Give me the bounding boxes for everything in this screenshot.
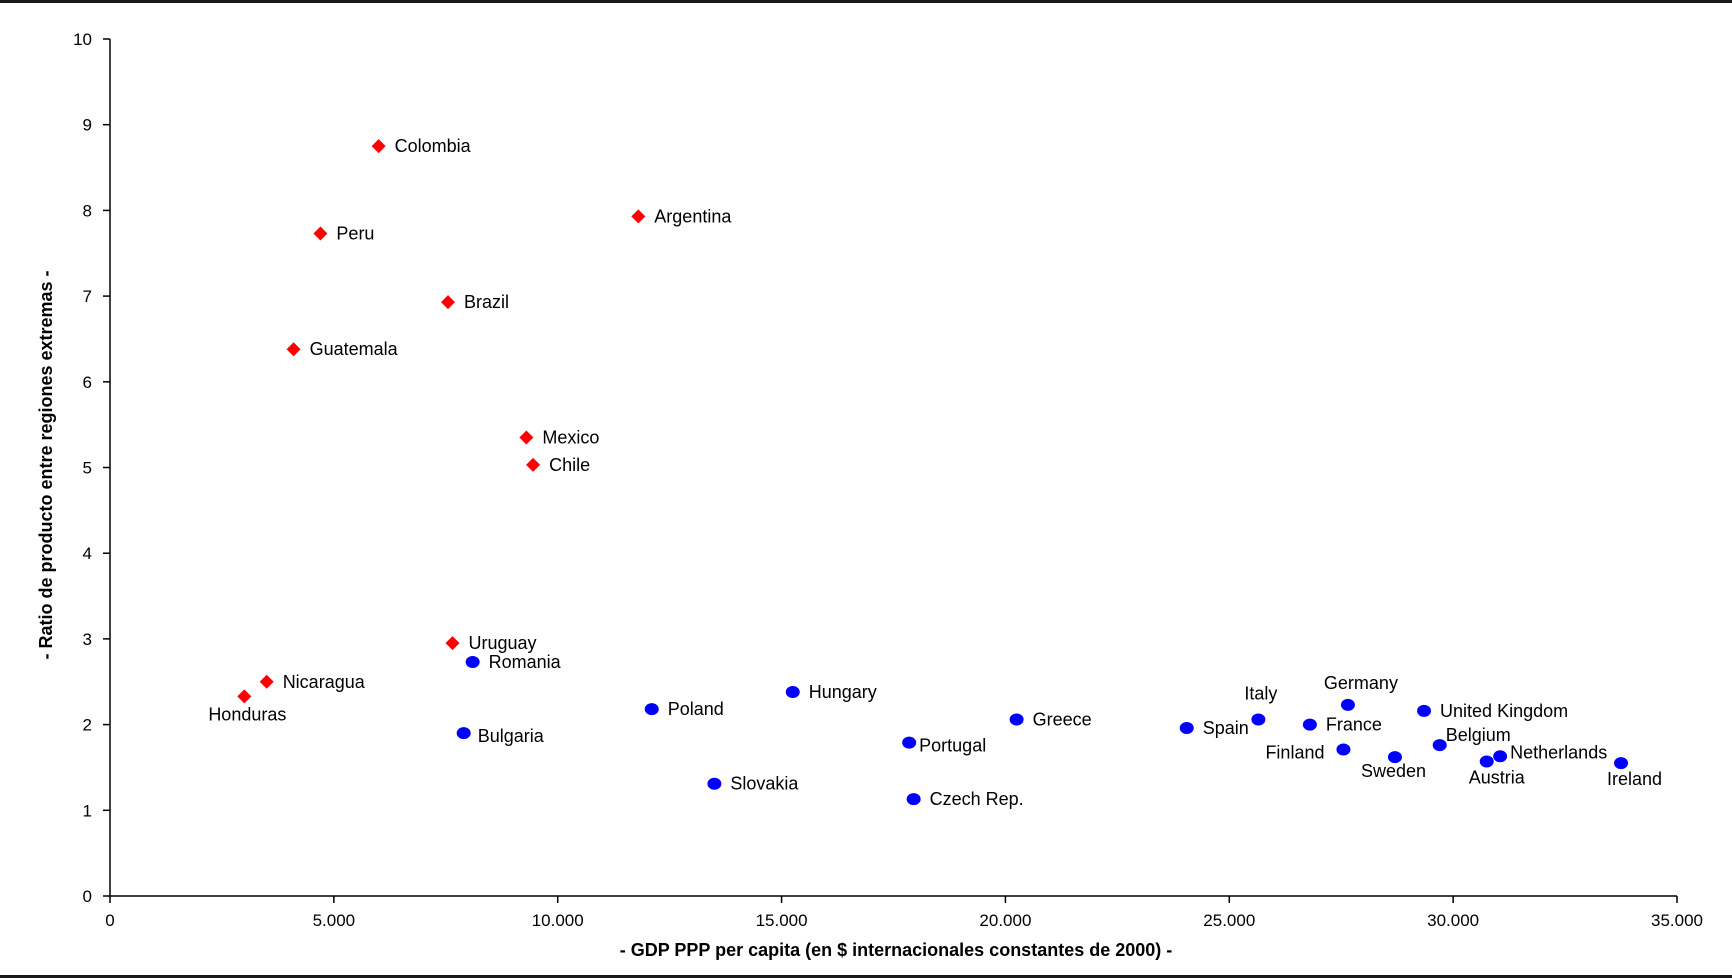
x-tick-label: 35.000: [1651, 911, 1703, 930]
circle-marker: [1479, 755, 1494, 768]
y-tick-label: 7: [83, 287, 92, 306]
point-label: Portugal: [919, 736, 986, 756]
circle-marker: [1387, 751, 1402, 764]
x-tick-label: 30.000: [1427, 911, 1479, 930]
circle-marker: [707, 777, 722, 790]
circle-marker: [785, 686, 800, 699]
y-tick-label: 4: [83, 544, 92, 563]
circle-marker: [1336, 743, 1351, 756]
x-tick-label: 0: [105, 911, 114, 930]
y-tick-label: 6: [83, 373, 92, 392]
x-tick-label: 20.000: [979, 911, 1031, 930]
circle-marker: [1493, 750, 1508, 763]
x-ticks: 0 5.000 10.000 15.000 20.000 25.000 30.000 35.0…: [105, 896, 1703, 930]
diamond-marker: [526, 457, 541, 472]
y-tick-label: 1: [83, 801, 92, 820]
point-label: France: [1326, 715, 1382, 735]
point-label: Czech Rep.: [930, 789, 1024, 809]
y-tick-label: 3: [83, 630, 92, 649]
point-label: Finland: [1265, 742, 1324, 762]
point-label: United Kingdom: [1440, 701, 1568, 721]
y-tick-label: 2: [83, 716, 92, 735]
scatter-chart: 0 5.000 10.000 15.000 20.000 25.000 30.000 35.0…: [36, 30, 1703, 960]
y-tick-label: 8: [83, 201, 92, 220]
y-tick-label: 9: [83, 116, 92, 135]
x-axis-title: - GDP PPP per capita (en $ internacional…: [620, 940, 1173, 960]
diamond-marker: [519, 430, 534, 445]
y-ticks: 0 1 2 3 4 5 6 7 8 9 10: [73, 30, 110, 906]
diamond-marker: [286, 342, 301, 357]
circle-marker: [1179, 722, 1194, 735]
point-label: Ireland: [1607, 769, 1662, 789]
point-label: Slovakia: [730, 774, 799, 794]
point-label: Greece: [1033, 709, 1092, 729]
diamond-marker: [313, 226, 328, 241]
diamond-marker: [445, 636, 460, 651]
x-tick-label: 25.000: [1203, 911, 1255, 930]
y-axis-title: - Ratio de producto entre regiones extre…: [36, 270, 56, 659]
point-label: Peru: [336, 224, 374, 244]
diamond-marker: [441, 295, 456, 310]
circle-marker: [1340, 698, 1355, 711]
point-label: Belgium: [1446, 725, 1511, 745]
point-label: Netherlands: [1510, 742, 1607, 762]
circle-marker: [465, 656, 480, 669]
circle-marker: [456, 727, 471, 740]
diamond-marker: [631, 209, 646, 224]
point-label: Brazil: [464, 292, 509, 312]
point-label: Nicaragua: [283, 672, 366, 692]
y-tick-label: 10: [73, 30, 92, 49]
point-label: Germany: [1324, 673, 1398, 693]
point-label: Italy: [1244, 683, 1277, 703]
diamond-marker: [259, 674, 274, 689]
circle-marker: [906, 793, 921, 806]
y-tick-label: 5: [83, 459, 92, 478]
y-tick-label: 0: [83, 887, 92, 906]
diamond-marker: [371, 139, 386, 154]
x-tick-label: 5.000: [313, 911, 356, 930]
x-tick-label: 10.000: [532, 911, 584, 930]
point-label: Bulgaria: [478, 726, 545, 746]
point-label: Hungary: [809, 682, 877, 702]
point-label: Honduras: [208, 704, 286, 724]
point-label: Mexico: [542, 428, 599, 448]
data-points: [237, 139, 1629, 806]
point-label: Colombia: [395, 136, 472, 156]
point-label: Guatemala: [310, 339, 399, 359]
circle-marker: [1614, 757, 1629, 770]
point-label: Sweden: [1361, 761, 1426, 781]
point-label: Uruguay: [469, 633, 537, 653]
circle-marker: [1417, 704, 1432, 717]
circle-marker: [644, 703, 659, 716]
diamond-marker: [237, 689, 252, 704]
point-label: Spain: [1203, 718, 1249, 738]
circle-marker: [1009, 713, 1024, 726]
circle-marker: [1302, 718, 1317, 731]
axes: [109, 39, 1677, 897]
point-label: Argentina: [654, 206, 732, 226]
point-label: Chile: [549, 455, 590, 475]
point-label: Romania: [489, 652, 562, 672]
circle-marker: [1432, 739, 1447, 752]
circle-marker: [902, 736, 917, 749]
point-label: Austria: [1469, 767, 1526, 787]
data-labels: Colombia Argentina Peru Brazil Guatemala Mexi…: [208, 136, 1662, 809]
circle-marker: [1251, 713, 1266, 726]
x-tick-label: 15.000: [756, 911, 808, 930]
point-label: Poland: [668, 699, 724, 719]
